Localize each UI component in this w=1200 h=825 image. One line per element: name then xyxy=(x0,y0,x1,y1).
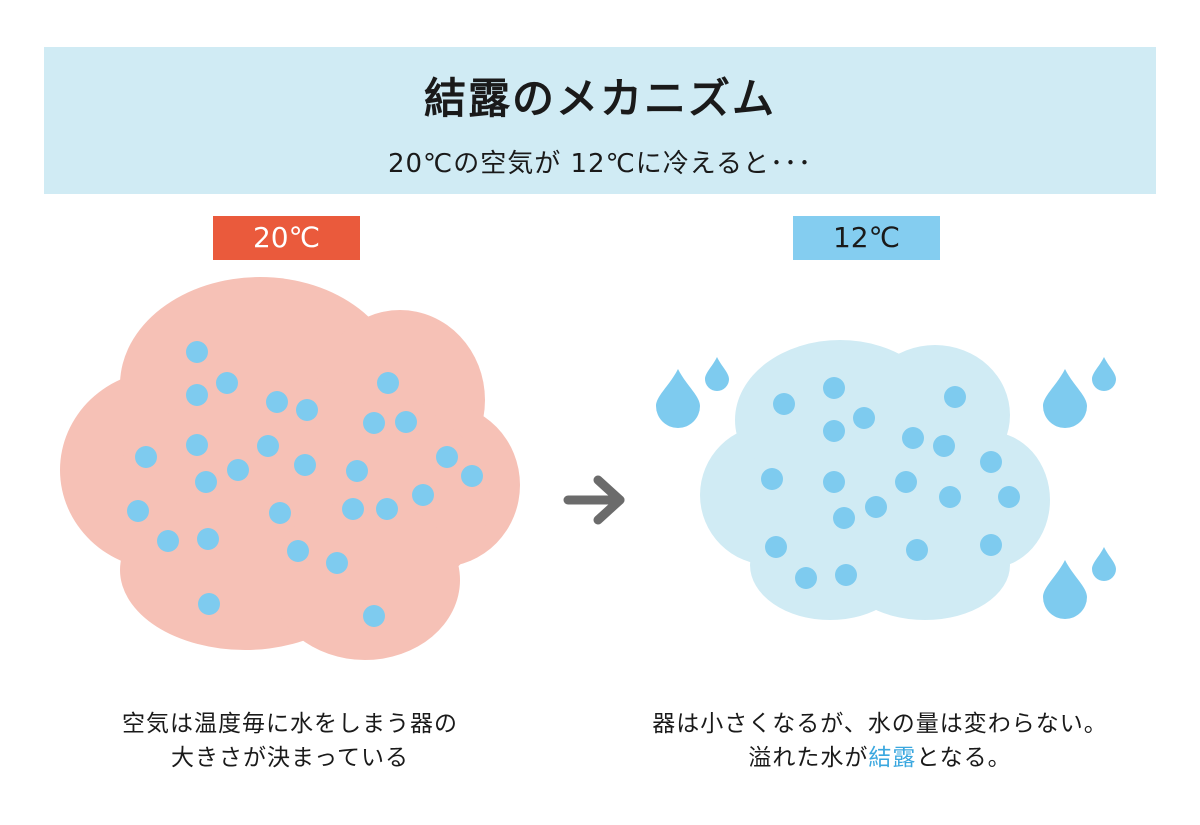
cool-caption-line-2-before: 溢れた水が xyxy=(748,745,869,771)
water-drop-icon xyxy=(1092,357,1116,391)
water-drop-icon xyxy=(1043,560,1087,619)
water-molecules-warm xyxy=(127,341,483,627)
diagram-subtitle: 20℃の空気が 12℃に冷えると･･･ xyxy=(387,149,813,179)
water-drop-icon xyxy=(705,357,729,391)
header-banner: 結露のメカニズム 20℃の空気が 12℃に冷えると･･･ xyxy=(44,47,1156,194)
warm-caption-line-2: 大きさが決まっている xyxy=(171,745,409,771)
temperature-label-warm: 20℃ xyxy=(213,216,360,260)
temperature-label-cool: 12℃ xyxy=(793,216,940,260)
cool-caption-line-2-after: となる。 xyxy=(916,745,1012,771)
diagram-title: 結露のメカニズム xyxy=(423,74,776,123)
cool-caption-line-2: 溢れた水が結露となる。 xyxy=(600,741,1160,775)
warm-caption-line-1: 空気は温度毎に水をしまう器の xyxy=(122,711,458,737)
cool-cloud xyxy=(700,340,1050,620)
water-drop-icon xyxy=(1092,547,1116,581)
condensation-highlight: 結露 xyxy=(868,745,917,771)
warm-cloud xyxy=(60,277,520,660)
right-arrow-icon xyxy=(563,475,625,525)
water-drops xyxy=(656,357,1116,619)
warm-caption: 空気は温度毎に水をしまう器の 大きさが決まっている xyxy=(60,707,520,775)
water-drop-icon xyxy=(656,369,700,428)
cool-caption: 器は小さくなるが、水の量は変わらない。 溢れた水が結露となる。 xyxy=(600,707,1160,775)
cool-caption-line-1: 器は小さくなるが、水の量は変わらない。 xyxy=(652,711,1108,737)
water-molecules-cool xyxy=(761,377,1020,589)
water-drop-icon xyxy=(1043,369,1087,428)
